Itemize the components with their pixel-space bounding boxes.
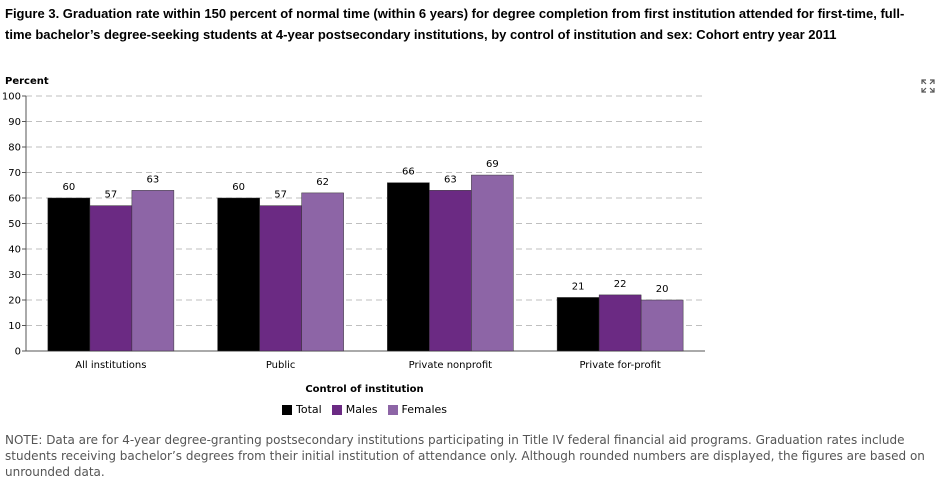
bar-total [387, 182, 430, 352]
y-tick-label: 50 [8, 219, 21, 230]
data-label: 62 [316, 177, 329, 188]
legend-item-females: Females [387, 403, 448, 416]
data-label: 22 [614, 279, 627, 290]
legend-label: Males [345, 403, 378, 416]
figure-note: NOTE: Data are for 4-year degree-grantin… [5, 433, 925, 479]
x-axis-label: Control of institution [305, 384, 423, 395]
chart-legend: Total Males Females [282, 403, 451, 416]
y-tick-label: 40 [8, 245, 21, 256]
legend-item-total: Total [282, 403, 322, 416]
figure-title: Figure 3. Graduation rate within 150 per… [5, 6, 905, 42]
expand-icon[interactable] [920, 78, 936, 94]
legend-label: Females [401, 403, 448, 416]
data-label: 66 [402, 167, 415, 178]
y-tick-label: 80 [8, 143, 21, 154]
y-tick-label: 30 [8, 270, 21, 281]
legend-swatch [282, 404, 292, 415]
x-tick-label: Private for-profit [579, 360, 660, 371]
data-label: 63 [147, 174, 160, 185]
data-label: 69 [486, 159, 499, 170]
bar-chart-svg: Percent 0 10 20 30 40 50 60 70 80 90 100 60 57 63 All i… [2, 76, 705, 395]
data-label: 57 [105, 190, 118, 201]
y-tick-label: 0 [15, 347, 21, 358]
y-tick-label: 90 [8, 117, 21, 128]
legend-item-males: Males [331, 403, 378, 416]
data-label: 60 [63, 182, 76, 193]
data-label: 57 [274, 190, 287, 201]
x-tick-label: Private nonprofit [409, 360, 492, 371]
bar-females [640, 299, 684, 352]
bar-total [556, 297, 600, 352]
bar-females [301, 192, 344, 352]
y-tick-label: 70 [8, 168, 21, 179]
bar-total [47, 197, 91, 352]
bar-males [429, 190, 472, 352]
legend-label: Total [296, 403, 322, 416]
y-axis-label: Percent [5, 76, 49, 87]
y-tick-label: 60 [8, 194, 21, 205]
x-tick-label: All institutions [75, 360, 146, 371]
data-label: 63 [444, 174, 457, 185]
data-label: 21 [572, 281, 585, 292]
legend-swatch [331, 404, 342, 415]
bar-females [131, 190, 175, 352]
x-tick-label: Public [266, 360, 296, 371]
bar-chart: Percent 0 10 20 30 40 50 60 70 80 90 100 60 57 63 All i… [0, 70, 740, 420]
bar-males [89, 205, 133, 352]
legend-swatch [387, 404, 398, 415]
data-label: 20 [656, 284, 669, 295]
bar-total [217, 197, 260, 352]
y-tick-label: 10 [8, 321, 21, 332]
bar-males [598, 294, 642, 352]
data-label: 60 [232, 182, 245, 193]
y-tick-label: 100 [2, 92, 21, 103]
bar-females [471, 174, 514, 352]
bar-males [259, 205, 302, 352]
y-tick-label: 20 [8, 296, 21, 307]
